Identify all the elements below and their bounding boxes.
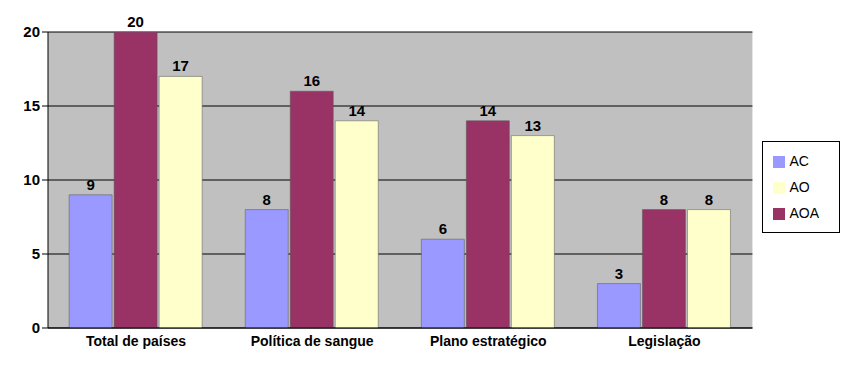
svg-text:14: 14	[479, 102, 496, 119]
html-text:AOA: AOA	[789, 205, 819, 221]
svg-text:15: 15	[23, 97, 40, 114]
svg-text:8: 8	[705, 191, 713, 208]
svg-text:8: 8	[263, 191, 271, 208]
svg-text:14: 14	[348, 102, 365, 119]
html-text:AO: AO	[789, 179, 810, 195]
svg-text:17: 17	[172, 57, 189, 74]
svg-text:3: 3	[615, 265, 623, 282]
svg-text:10: 10	[23, 171, 40, 188]
svg-text:20: 20	[23, 23, 40, 40]
html-text:AC: AC	[789, 153, 809, 169]
svg-text:0: 0	[32, 319, 40, 336]
svg-text:20: 20	[127, 13, 144, 30]
svg-text:Plano estratégico: Plano estratégico	[430, 333, 547, 349]
svg-text:Política de sangue: Política de sangue	[251, 333, 374, 349]
svg-text:Total de países: Total de países	[86, 333, 186, 349]
svg-text:8: 8	[660, 191, 668, 208]
svg-text:13: 13	[524, 117, 541, 134]
svg-text:6: 6	[439, 220, 447, 237]
svg-text:5: 5	[32, 245, 40, 262]
svg-text:9: 9	[86, 176, 94, 193]
svg-text:Legislação: Legislação	[628, 333, 700, 349]
svg-text:16: 16	[303, 72, 320, 89]
